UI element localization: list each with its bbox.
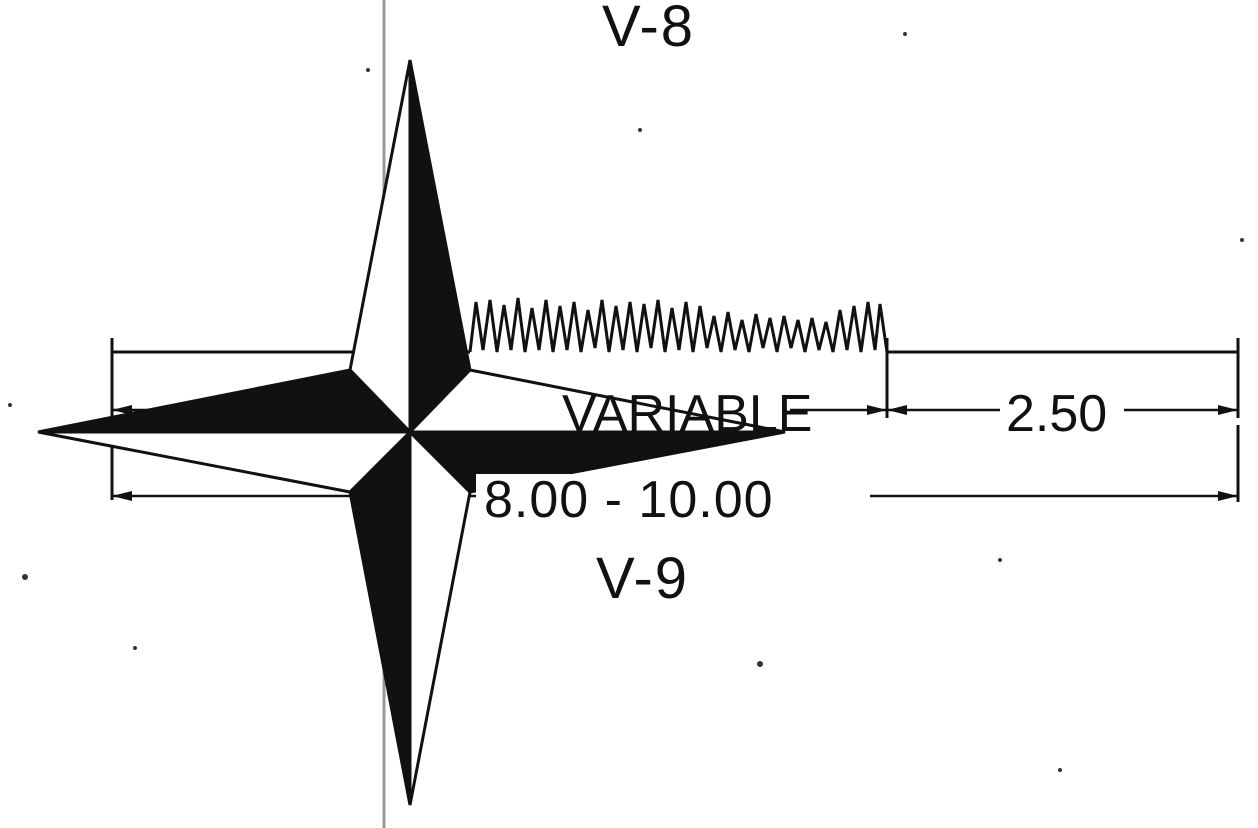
view-label-top: V-8 (602, 0, 696, 59)
dimension-label-2-50: 2.50 (1000, 388, 1114, 440)
view-label-bottom: V-9 (596, 546, 690, 611)
dimension-label-overall: 8.00 - 10.00 (476, 474, 782, 526)
break-line-icon (468, 297, 889, 353)
dimension-label-variable: VARIABLE (562, 385, 813, 443)
compass-rose-icon (37, 59, 786, 806)
scan-noise (8, 32, 1244, 772)
